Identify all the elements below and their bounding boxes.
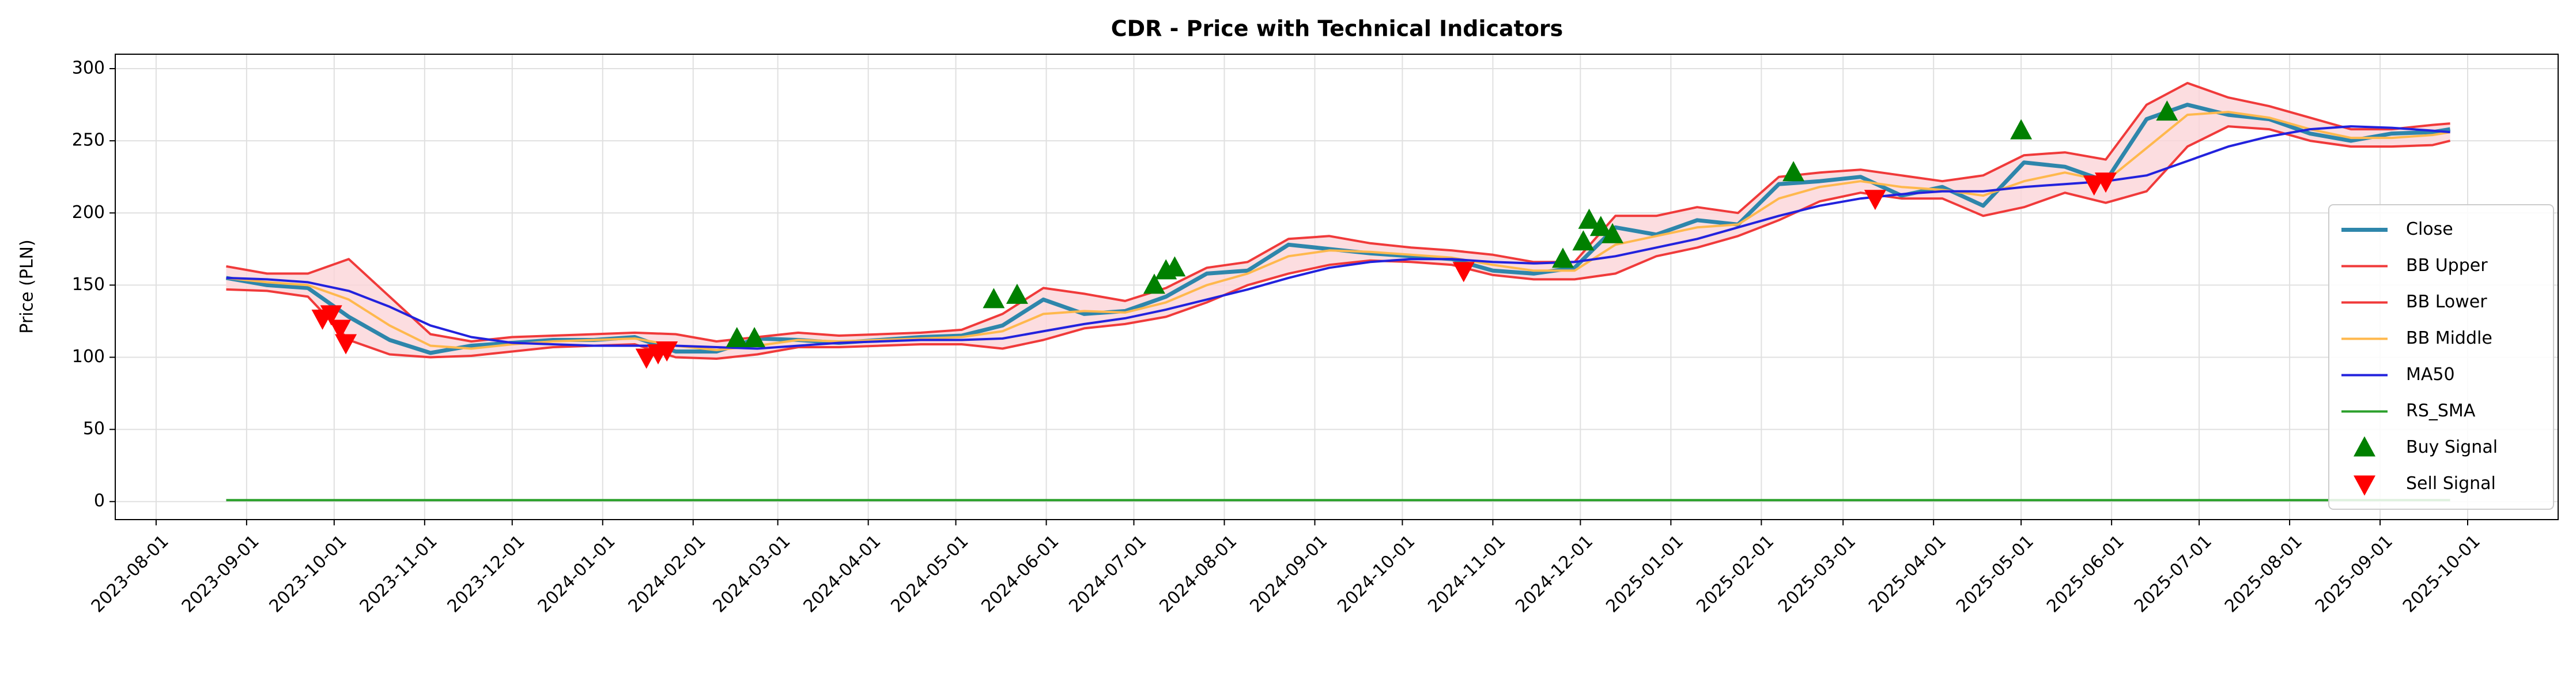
signal-marker <box>1452 262 1475 283</box>
legend: Close BB Upper BB Lower BB Middle MA50 RS_SMA… <box>2328 204 2554 510</box>
y-axis-label: Price (PLN) <box>17 239 37 333</box>
band-fill <box>226 83 2450 359</box>
plot-frame <box>115 54 2559 520</box>
signal-marker <box>743 326 766 347</box>
signal-marker <box>1578 208 1600 229</box>
signal-marker <box>635 348 658 369</box>
legend-box <box>2328 204 2554 510</box>
signal-marker <box>1589 216 1612 236</box>
signal-marker <box>2010 119 2033 140</box>
signal-marker <box>1864 190 1886 210</box>
legend-swatch <box>2354 436 2375 457</box>
signal-marker <box>1552 247 1574 268</box>
chart-title: CDR - Price with Technical Indicators <box>1111 16 1563 42</box>
signal-marker <box>335 334 357 355</box>
legend-label: BB Upper <box>2406 255 2488 276</box>
signal-marker <box>1164 256 1186 277</box>
signal-marker <box>656 341 678 362</box>
y-tick-label: 200 <box>72 202 105 223</box>
signal-marker <box>2156 100 2178 121</box>
signal-marker <box>1143 273 1165 294</box>
y-tick-label: 150 <box>72 275 105 295</box>
signal-marker <box>1601 223 1624 243</box>
legend-label: BB Lower <box>2406 292 2487 312</box>
y-tick-label: 50 <box>83 419 105 439</box>
y-tick-label: 250 <box>72 130 105 151</box>
signal-marker <box>726 326 748 347</box>
y-tick-label: 0 <box>94 491 105 511</box>
legend-label: BB Middle <box>2406 328 2492 348</box>
signal-marker <box>320 305 342 326</box>
y-tick-label: 300 <box>72 58 105 78</box>
series-line <box>226 82 2450 343</box>
legend-label: Buy Signal <box>2406 437 2498 457</box>
legend-label: RS_SMA <box>2406 401 2476 421</box>
signal-marker <box>328 319 351 340</box>
legend-label: MA50 <box>2406 364 2455 385</box>
legend-swatch <box>2354 475 2375 496</box>
signal-marker <box>1572 230 1595 251</box>
y-tick-label: 100 <box>72 347 105 367</box>
signal-marker <box>2095 172 2117 193</box>
signal-marker <box>983 288 1005 309</box>
signal-marker <box>1006 283 1028 304</box>
signal-marker <box>1782 161 1805 182</box>
legend-label: Sell Signal <box>2406 473 2496 494</box>
legend-label: Close <box>2406 219 2453 239</box>
